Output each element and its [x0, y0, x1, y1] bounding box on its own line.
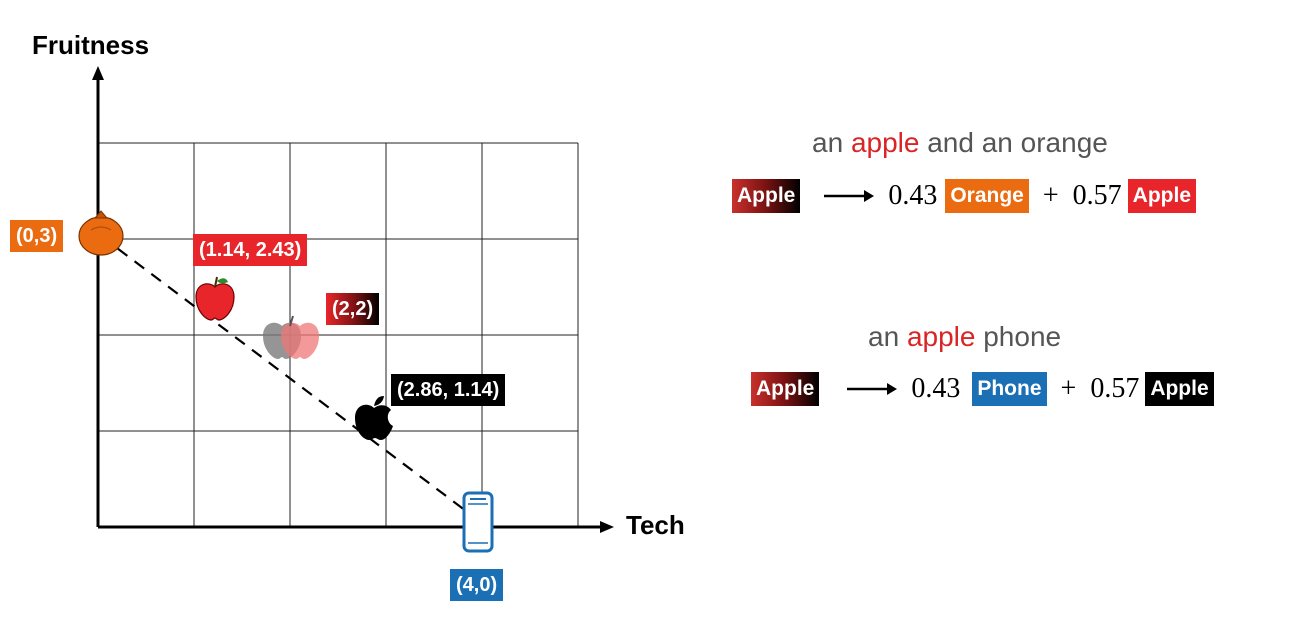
point-label-phone: (4,0)	[450, 569, 504, 601]
coefficient-orange: 0.43	[888, 180, 938, 211]
point-label-apple-fruit: (1.14, 2.43)	[193, 234, 308, 266]
component-tag-phone: Phone	[972, 372, 1047, 406]
phrase-highlight: apple	[850, 127, 920, 158]
grid	[98, 142, 579, 527]
point-label-apple-mixed: (2,2)	[326, 293, 380, 325]
component-tag-orange: Orange	[945, 179, 1029, 213]
right-arrow-icon	[824, 190, 875, 202]
coefficient-apple: 0.57	[1072, 180, 1122, 211]
plus-sign: +	[1060, 373, 1077, 404]
phrase-suffix: phone	[975, 321, 1062, 352]
apple-logo-icon	[355, 396, 393, 440]
red-apple-icon	[195, 276, 235, 321]
plus-sign: +	[1042, 180, 1059, 211]
source-tag-apple: Apple	[751, 372, 820, 406]
source-tag-apple: Apple	[732, 179, 801, 213]
phrase-prefix: an	[868, 321, 907, 352]
example-phrase-orange: an apple and an orange	[812, 127, 1108, 159]
equation-phone: Apple 0.43 Phone + 0.57 Apple	[751, 372, 1214, 406]
phrase-suffix: and an orange	[919, 127, 1108, 158]
phrase-highlight: apple	[906, 321, 976, 352]
x-axis-title: Tech	[626, 510, 685, 540]
mixed-apple-icon	[263, 315, 319, 359]
orange-fruit-icon	[78, 210, 124, 256]
component-tag-apple: Apple	[1127, 179, 1197, 213]
coefficient-phone: 0.43	[911, 373, 961, 404]
point-label-orange: (0,3)	[10, 220, 64, 252]
point-label-apple-tech: (2.86, 1.14)	[391, 374, 506, 406]
equation-orange: Apple 0.43 Orange + 0.57 Apple	[732, 179, 1197, 213]
coefficient-apple: 0.57	[1090, 373, 1140, 404]
component-tag-apple: Apple	[1145, 372, 1214, 406]
right-arrow-icon	[847, 383, 898, 395]
x-axis-arrowhead	[600, 521, 614, 533]
phone-icon	[462, 491, 494, 553]
y-axis-title: Fruitness	[32, 30, 150, 60]
phrase-prefix: an	[812, 127, 851, 158]
example-phrase-phone: an apple phone	[868, 321, 1061, 353]
y-axis-arrowhead	[92, 66, 104, 80]
interpolation-line	[100, 235, 479, 521]
